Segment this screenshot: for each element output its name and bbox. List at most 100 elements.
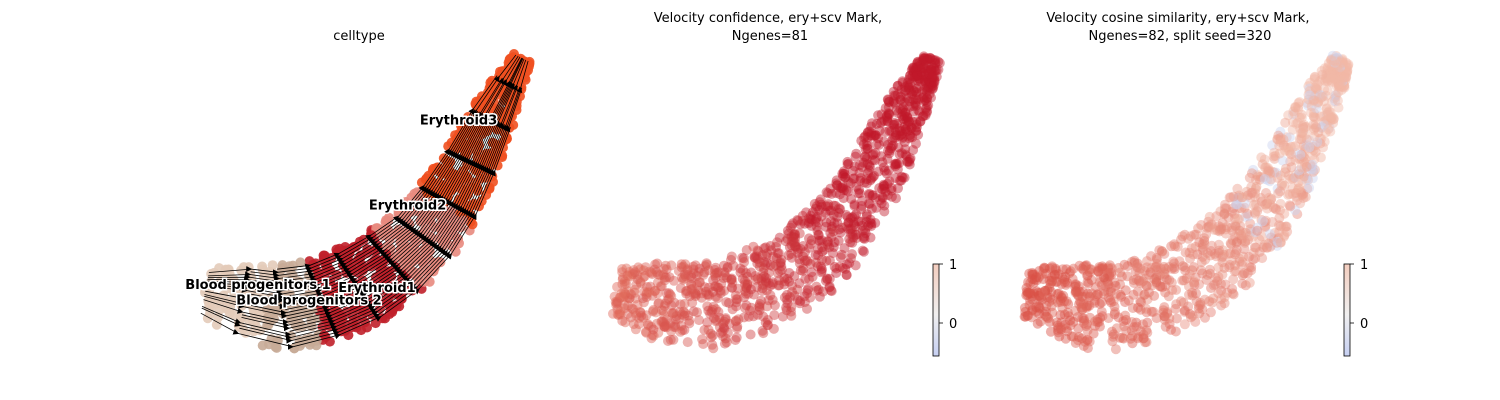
- cell-point: [629, 287, 640, 298]
- cell-point: [765, 281, 776, 291]
- cell-point: [1110, 344, 1121, 355]
- cell-point: [693, 285, 704, 296]
- cell-point: [888, 140, 899, 151]
- cell-point: [614, 292, 625, 303]
- cell-point: [917, 55, 928, 66]
- cell-point: [927, 71, 938, 82]
- cell-point: [700, 261, 711, 272]
- cell-point: [922, 101, 932, 112]
- cell-point: [1226, 222, 1237, 233]
- cell-point: [741, 300, 752, 311]
- cell-point: [900, 107, 911, 118]
- cell-point: [918, 51, 929, 62]
- cell-point: [1042, 312, 1053, 323]
- colorbar-tick-label: 0: [949, 317, 957, 332]
- cell-point: [929, 74, 940, 84]
- cell-point: [756, 276, 767, 287]
- cell-point: [612, 304, 623, 315]
- cell-point: [652, 277, 663, 288]
- cell-point: [630, 267, 640, 278]
- cell-point: [914, 81, 925, 92]
- cell-point: [798, 263, 809, 274]
- cell-point: [905, 131, 916, 142]
- cell-point: [826, 216, 836, 227]
- cell-point: [721, 297, 732, 308]
- cell-point: [900, 85, 911, 96]
- cell-point: [752, 273, 763, 284]
- cell-point: [1039, 309, 1050, 320]
- cell-point: [798, 241, 809, 251]
- cell-point: [806, 267, 817, 278]
- cell-point: [1222, 287, 1233, 298]
- cell-point: [826, 224, 837, 234]
- cell-point: [815, 194, 826, 205]
- cell-point: [837, 181, 848, 192]
- cell-point: [907, 63, 918, 74]
- cell-point: [904, 125, 915, 136]
- cell-point: [717, 326, 728, 337]
- cell-point: [665, 334, 676, 345]
- cell-point: [899, 86, 910, 97]
- cell-point: [609, 291, 620, 302]
- cell-point: [824, 205, 835, 216]
- cell-point: [754, 301, 765, 312]
- cell-point: [1149, 290, 1160, 301]
- cell-point: [792, 295, 803, 305]
- cell-point: [750, 271, 761, 281]
- cell-point: [742, 279, 753, 290]
- colorbar-tick-label: 1: [1360, 258, 1368, 273]
- cell-point: [782, 234, 793, 244]
- cell-point: [788, 218, 798, 229]
- cell-point: [719, 338, 730, 349]
- cell-point: [850, 151, 861, 162]
- cell-point: [684, 291, 695, 302]
- cell-point: [1213, 247, 1224, 258]
- cell-point: [869, 130, 880, 141]
- cell-point: [771, 253, 782, 264]
- cell-point: [680, 271, 691, 282]
- cell-point: [863, 126, 874, 137]
- cell-point: [707, 304, 718, 315]
- cell-point: [631, 279, 642, 290]
- cell-point: [866, 218, 877, 229]
- cell-point: [760, 277, 771, 288]
- cell-point: [663, 336, 673, 346]
- cell-point: [1253, 202, 1264, 213]
- cell-point: [1206, 246, 1216, 256]
- cell-point: [931, 65, 942, 76]
- cell-point: [699, 267, 710, 278]
- cell-point: [905, 70, 915, 81]
- cell-point: [895, 95, 906, 106]
- panel2-title: Velocity confidence, ery+scv Mark, Ngene…: [654, 11, 887, 44]
- cell-point: [913, 129, 924, 140]
- cell-point: [1166, 241, 1177, 252]
- cell-point: [1166, 277, 1177, 288]
- cell-point: [1277, 178, 1288, 189]
- cell-point: [912, 61, 923, 72]
- cell-point: [720, 314, 731, 325]
- cell-point: [813, 229, 824, 240]
- cell-point: [834, 203, 844, 214]
- cell-point: [659, 322, 670, 332]
- cell-point: [1244, 172, 1255, 183]
- cell-point: [702, 317, 713, 328]
- cell-point: [911, 125, 922, 136]
- cell-point: [920, 76, 931, 87]
- cell-point: [911, 67, 922, 78]
- cell-point: [878, 181, 889, 192]
- cell-point: [883, 165, 894, 176]
- cell-point: [792, 247, 803, 258]
- cell-point: [1233, 228, 1244, 239]
- cell-point: [883, 145, 893, 156]
- cell-point: [691, 270, 702, 281]
- cell-point: [648, 306, 658, 317]
- cell-point: [752, 309, 763, 320]
- cell-point: [900, 124, 911, 135]
- cell-point: [855, 175, 866, 186]
- cell-point: [883, 109, 894, 120]
- cell-point: [890, 132, 901, 143]
- cell-point: [619, 276, 630, 287]
- cell-point: [655, 270, 666, 281]
- cell-point: [879, 165, 890, 176]
- cell-point: [800, 255, 810, 266]
